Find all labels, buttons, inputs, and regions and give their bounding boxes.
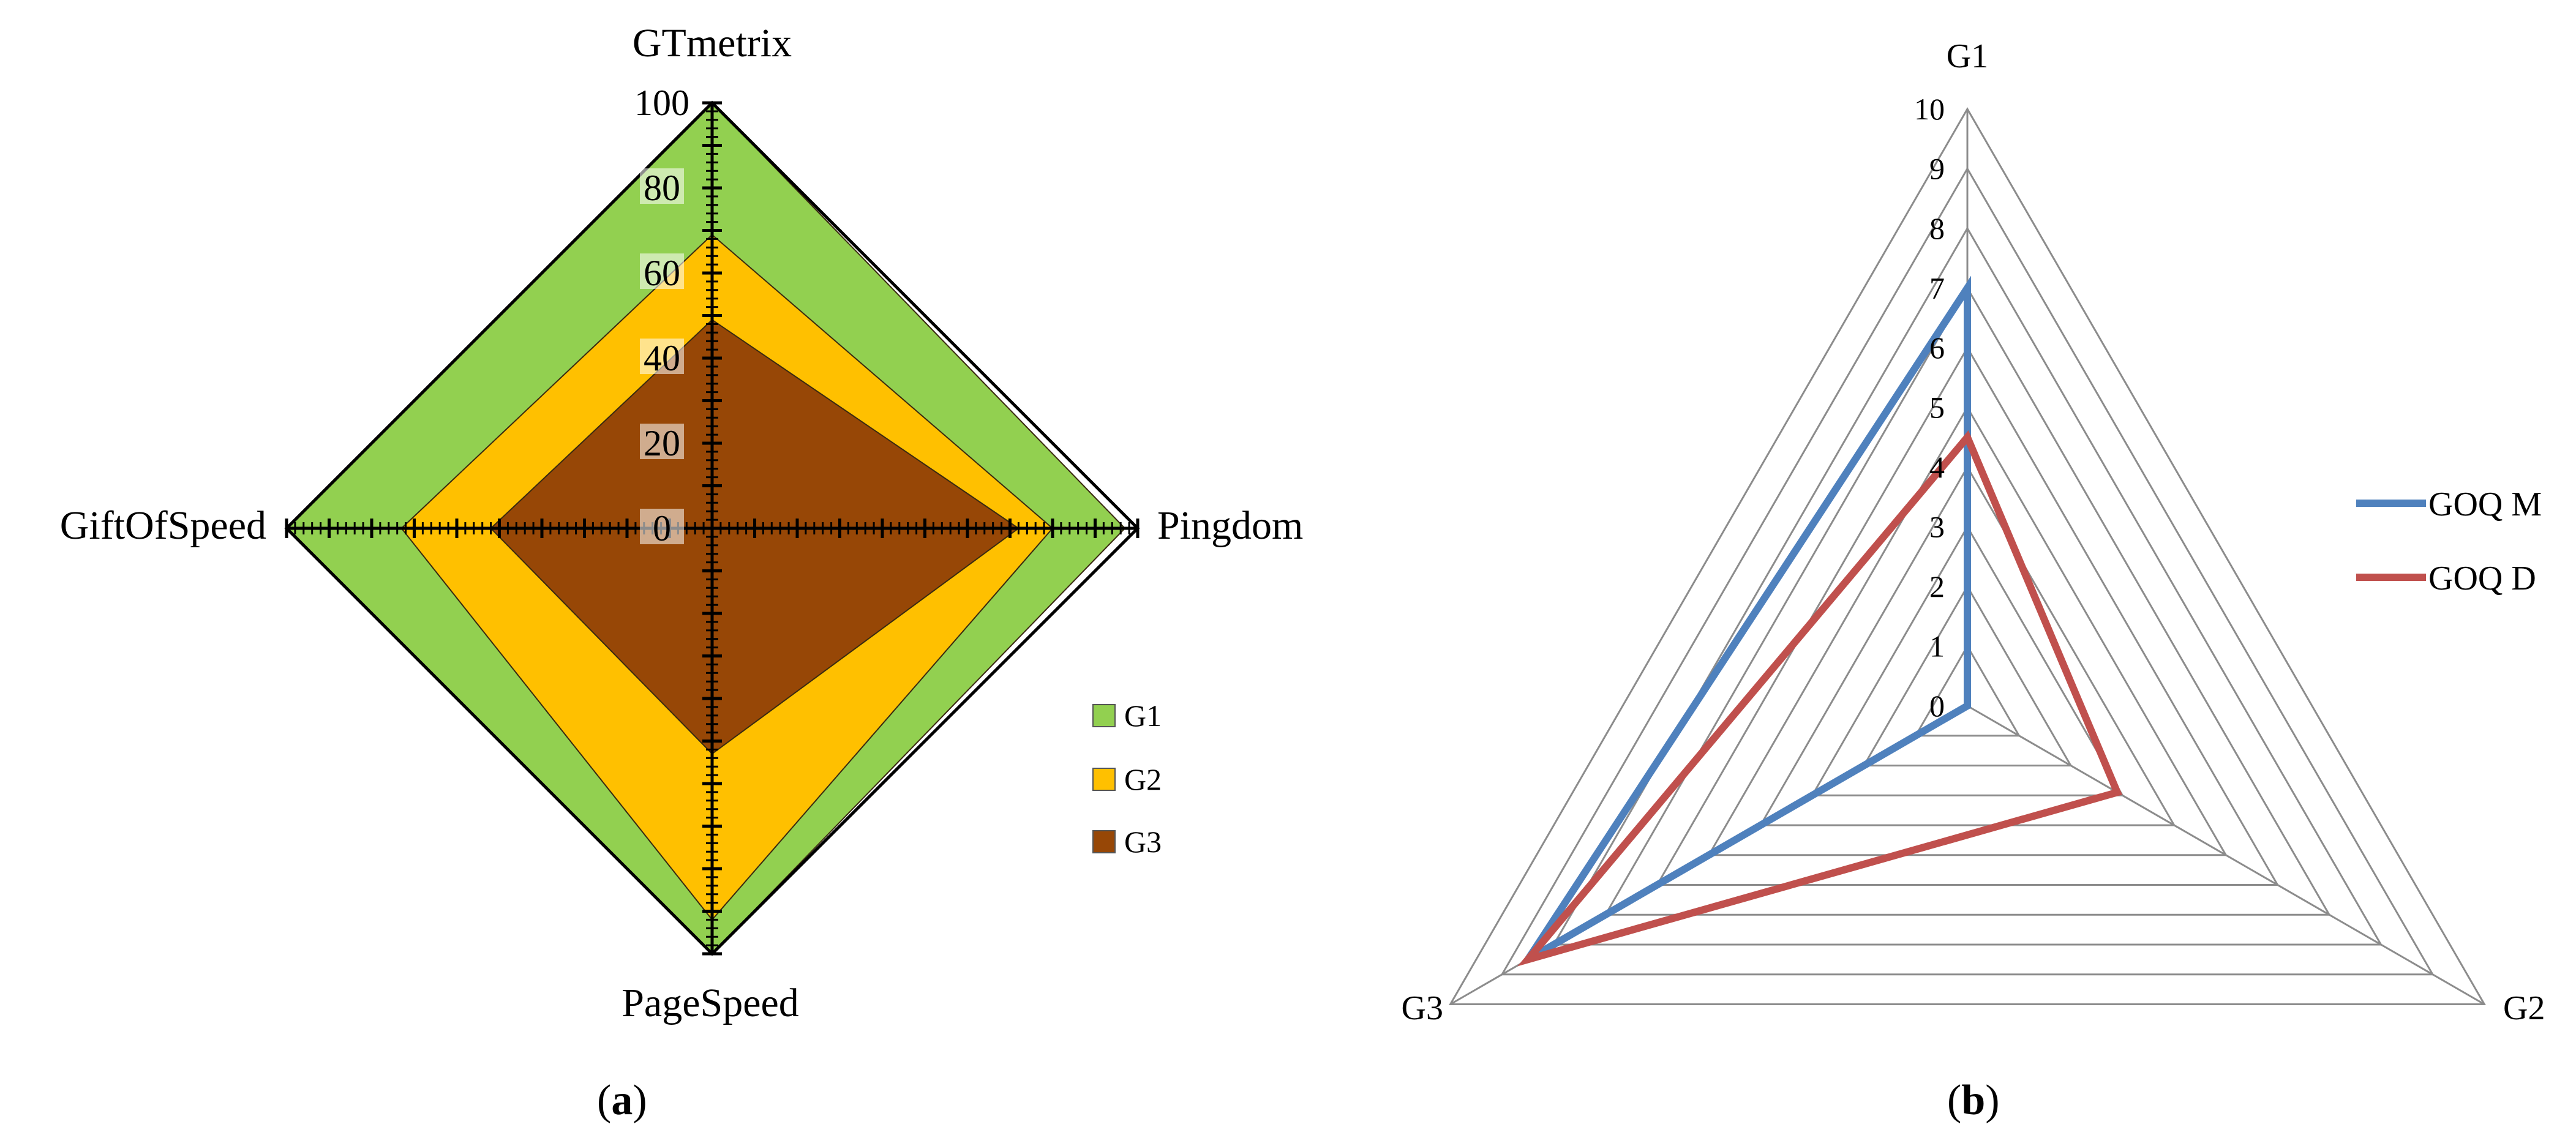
chart-b-tick-label: 3 xyxy=(1929,510,1945,544)
chart-b-axis-label-g1: G1 xyxy=(1947,37,1988,75)
chart-a-tick-label: 40 xyxy=(644,338,680,378)
legend-label-g3: G3 xyxy=(1124,825,1162,859)
chart-b-tick-label: 8 xyxy=(1929,211,1945,245)
chart-a-axis-label-pingdom: Pingdom xyxy=(1157,503,1303,548)
chart-a-tick-label-bg xyxy=(640,339,684,374)
svg-text:(a): (a) xyxy=(597,1077,647,1124)
panel-label-a: (a) xyxy=(597,1077,647,1124)
chart-b-series-goq-d xyxy=(1517,430,2123,967)
chart-b-tick-label: 4 xyxy=(1929,450,1945,484)
chart-b-series-lines xyxy=(1517,275,2123,967)
panel-label-b: (b) xyxy=(1947,1077,2000,1124)
chart-a-axis-label-pagespeed: PageSpeed xyxy=(621,981,799,1025)
chart-a-tick-label-bg xyxy=(640,509,684,544)
chart-b-tick-label: 2 xyxy=(1929,569,1945,604)
chart-b-grid-ring xyxy=(1707,405,2228,856)
svg-text:(b): (b) xyxy=(1947,1077,2000,1124)
chart-a-tick-label-bg xyxy=(640,253,684,289)
chart-b-tick-label: 10 xyxy=(1914,92,1945,126)
chart-a-axis-label-gtmetrix: GTmetrix xyxy=(633,21,792,66)
chart-a-tick-label: 100 xyxy=(634,83,689,123)
chart-b-series-goq-m xyxy=(1525,275,1971,963)
chart-a-legend: G1 G2 G3 xyxy=(1092,698,1162,859)
legend-label-g2: G2 xyxy=(1124,762,1162,796)
chart-b-tick-label: 9 xyxy=(1929,152,1945,186)
chart-b-grid-ring xyxy=(1449,107,2486,1005)
chart-b-grid-ring xyxy=(1500,167,2435,976)
chart-b-grid-ring xyxy=(1913,644,2021,737)
chart-b-tick-labels: 0 1 2 3 4 5 6 7 8 9 10 xyxy=(1914,92,1945,723)
chart-a-tick-labels: 0 20 40 60 80 100 xyxy=(634,83,689,549)
chart-b-tick-label: 1 xyxy=(1929,629,1945,664)
chart-b-tick-label: 7 xyxy=(1929,271,1945,305)
chart-b-axis-label-g3: G3 xyxy=(1402,989,1443,1027)
chart-b-tick-label: 5 xyxy=(1929,391,1945,425)
chart-b-grid-ring xyxy=(1862,585,2073,766)
chart-a-tick-label: 80 xyxy=(644,168,680,208)
chart-a-tick-label: 0 xyxy=(653,508,671,549)
chart-a-tick-label-bg xyxy=(640,83,684,119)
chart-b-grid-ring xyxy=(1811,525,2124,796)
chart-a-tick-label: 20 xyxy=(644,423,680,463)
chart-a-axis-label-giftofspeed: GiftOfSpeed xyxy=(60,503,266,548)
legend-label-g1: G1 xyxy=(1124,698,1162,733)
chart-a-tick-label-bg xyxy=(640,424,684,459)
chart-b-tick-label: 6 xyxy=(1929,331,1945,365)
chart-b-grid-ring xyxy=(1552,226,2383,946)
chart-a-tick-label: 60 xyxy=(644,253,680,293)
chart-b-spoke-g2 xyxy=(1967,705,2485,1005)
chart-b-tick-label: 0 xyxy=(1929,689,1945,723)
legend-swatch-g1 xyxy=(1092,704,1116,727)
chart-b-grid-ring xyxy=(1604,286,2331,916)
legend-swatch-g2 xyxy=(1092,768,1116,791)
chart-b-grid-ring xyxy=(1759,465,2176,826)
chart-b-axis-label-g2: G2 xyxy=(2503,989,2545,1027)
legend-swatch-g3 xyxy=(1092,830,1116,853)
chart-a-axes xyxy=(285,101,1140,956)
chart-b-legend: GOQ M GOQ D xyxy=(2356,485,2542,597)
legend-label-goq-d: GOQ D xyxy=(2428,560,2536,597)
legend-label-goq-m: GOQ M xyxy=(2428,485,2542,523)
chart-a-tick-label-bg xyxy=(640,168,684,204)
chart-b: 0 1 2 3 4 5 6 7 8 9 10 G1 G2 G3 GOQ M GOQ D (b) xyxy=(1402,37,2545,1124)
